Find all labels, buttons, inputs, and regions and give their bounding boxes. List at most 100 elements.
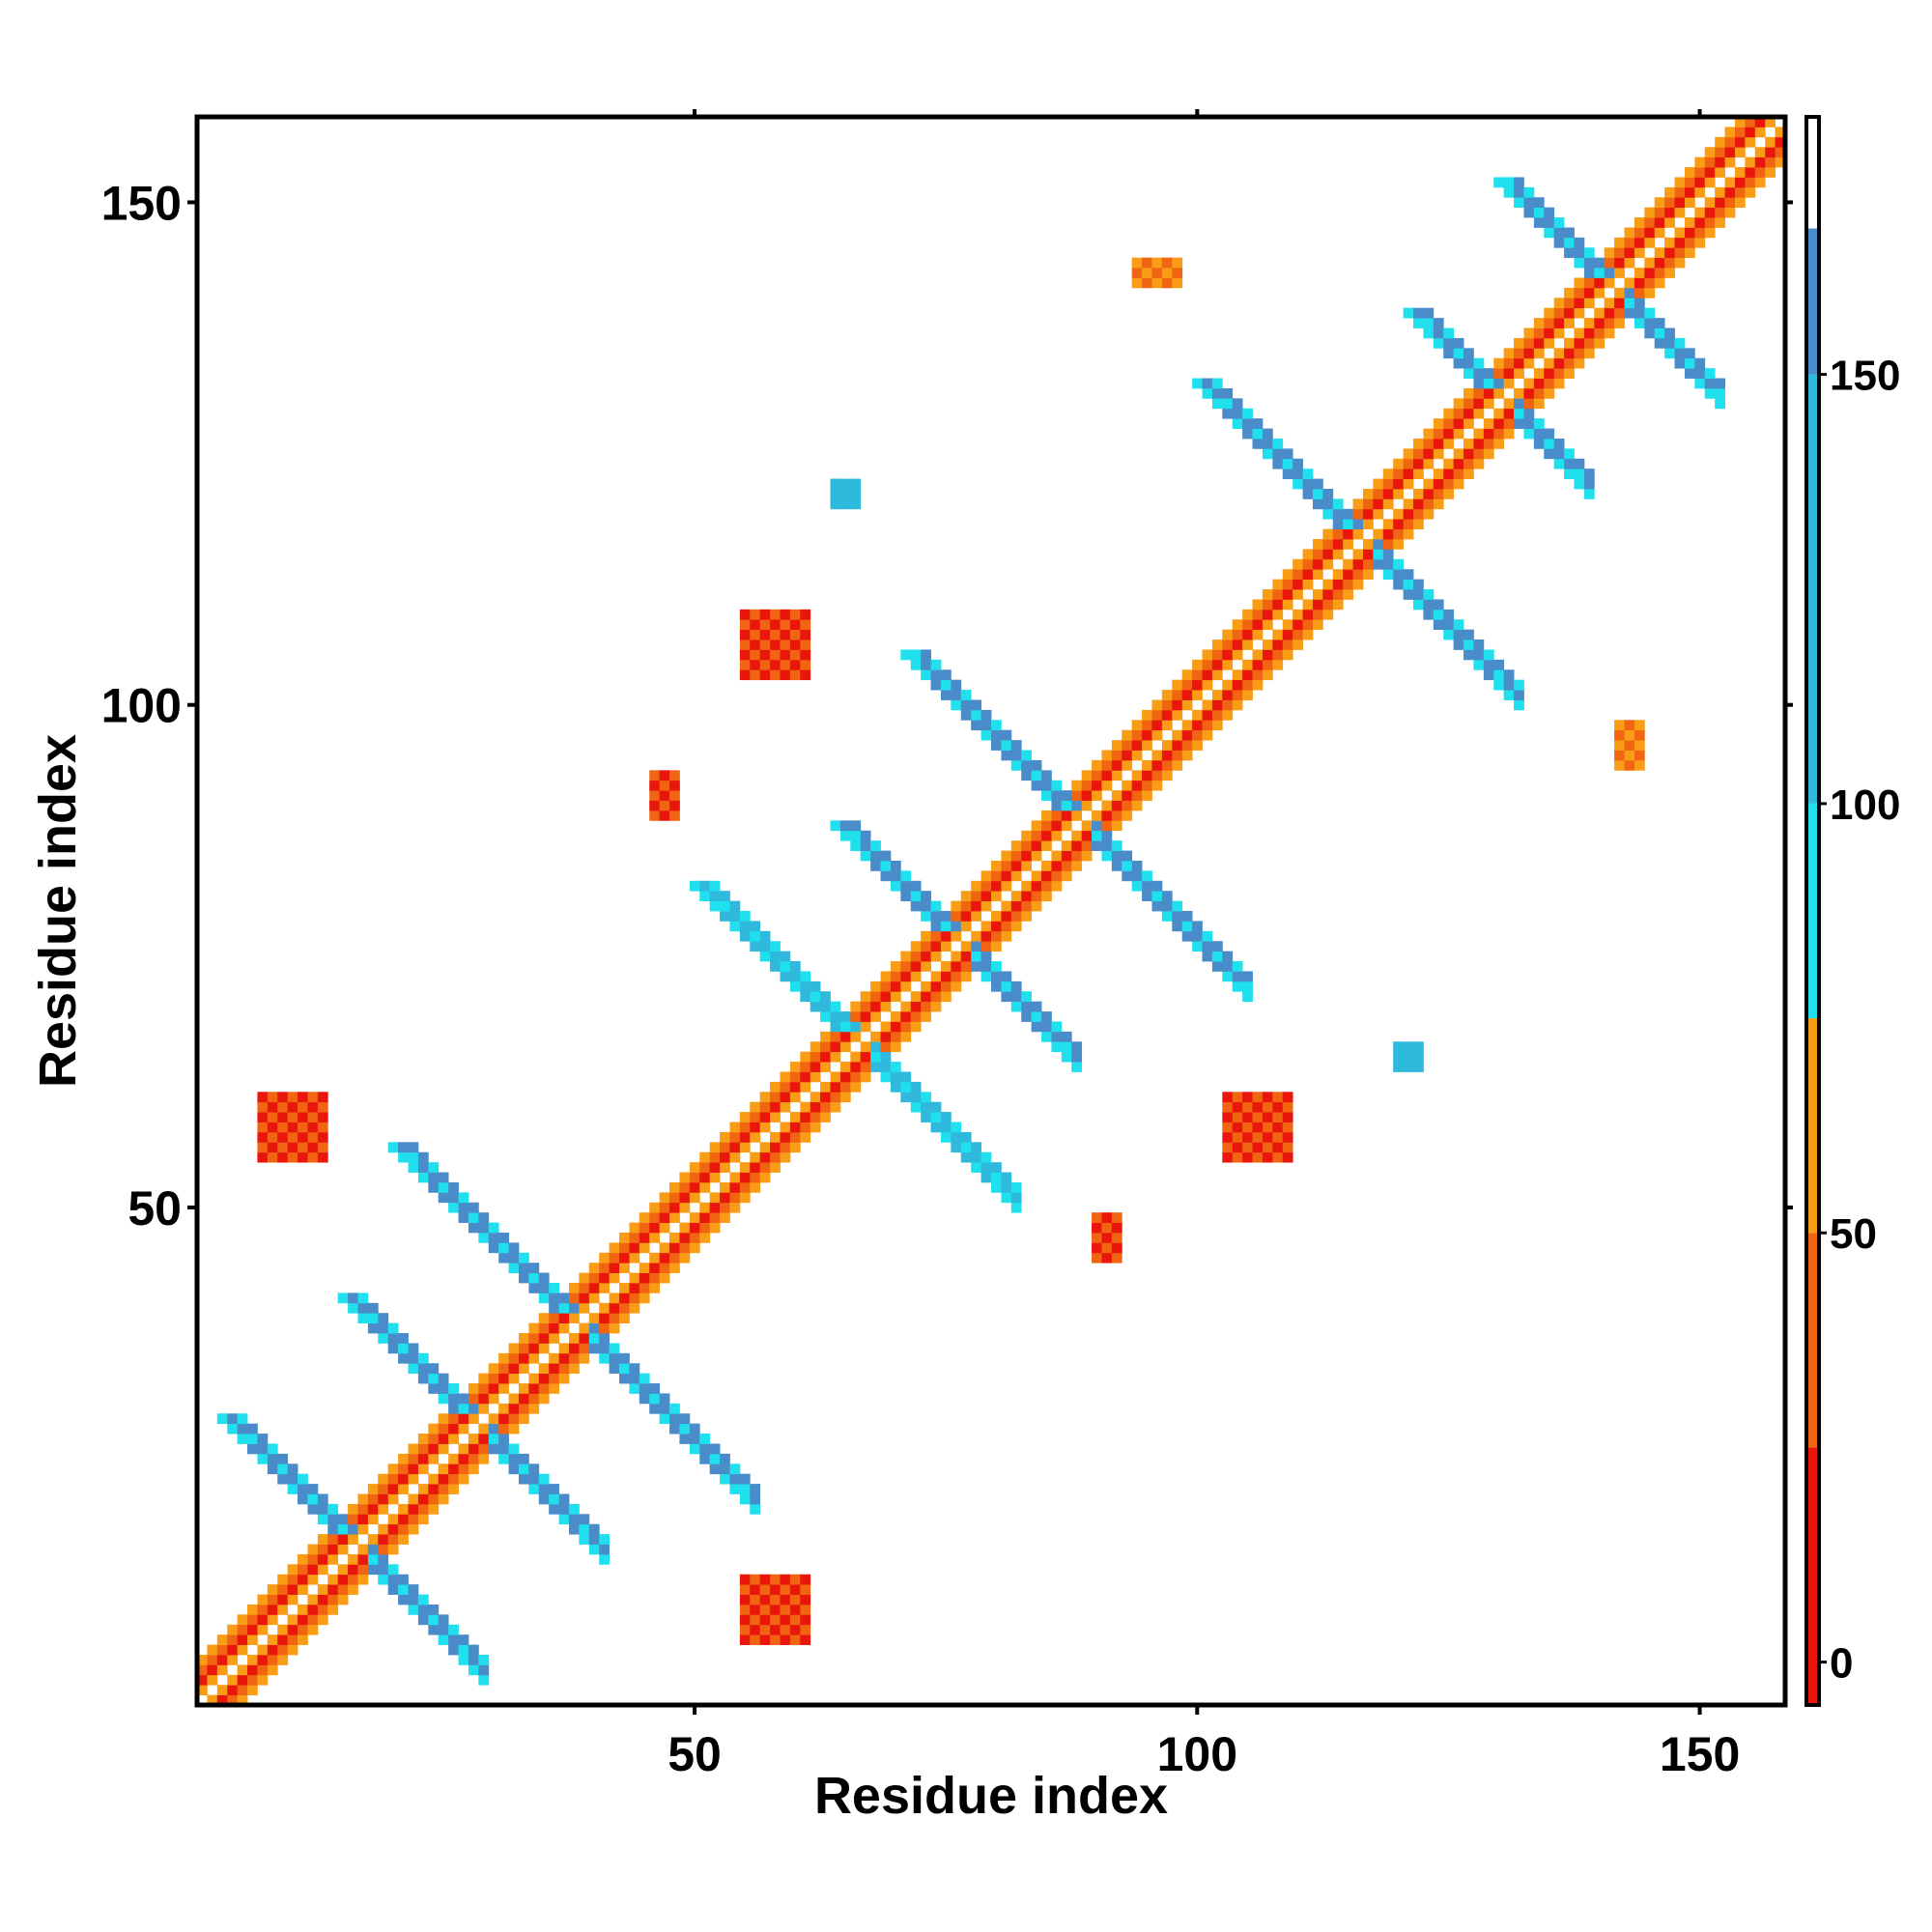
- heatmap-cell: [1131, 277, 1143, 289]
- heatmap-cell: [277, 1463, 289, 1475]
- heatmap-cell: [1413, 458, 1424, 469]
- heatmap-cell: [1533, 207, 1545, 218]
- heatmap-cell: [1503, 428, 1515, 440]
- heatmap-cell: [317, 1131, 328, 1143]
- heatmap-cell: [870, 1051, 881, 1063]
- heatmap-cell: [317, 1514, 328, 1525]
- heatmap-cell: [830, 820, 841, 832]
- heatmap-cell: [659, 1272, 670, 1284]
- heatmap-cell: [1614, 307, 1625, 319]
- heatmap-cell: [1514, 387, 1524, 399]
- heatmap-cell: [709, 900, 721, 912]
- heatmap-cell: [709, 1202, 721, 1213]
- heatmap-cell: [1232, 1112, 1243, 1122]
- heatmap-cell: [588, 1523, 600, 1535]
- heatmap-cell: [1564, 368, 1575, 379]
- heatmap-cell: [1544, 327, 1555, 339]
- heatmap-cell: [750, 1594, 761, 1605]
- heatmap-cell: [780, 971, 791, 982]
- heatmap-cell: [1232, 408, 1243, 419]
- heatmap-cell: [1453, 357, 1464, 369]
- heatmap-cell: [1754, 167, 1766, 178]
- heatmap-cell: [317, 1151, 328, 1163]
- heatmap-cell: [830, 1021, 841, 1033]
- heatmap-cell: [348, 1503, 358, 1515]
- heatmap-cell: [528, 1333, 540, 1344]
- heatmap-cell: [1624, 277, 1635, 289]
- heatmap-cell: [1574, 257, 1585, 269]
- heatmap-cell: [298, 1473, 308, 1485]
- heatmap-cell: [940, 971, 952, 982]
- heatmap-cell: [1433, 488, 1444, 499]
- heatmap-cell: [689, 1443, 700, 1455]
- heatmap-cell: [780, 659, 791, 670]
- heatmap-cell: [820, 991, 831, 1003]
- heatmap-cell: [1092, 840, 1102, 851]
- heatmap-cell: [1202, 649, 1213, 661]
- heatmap-cell: [820, 1031, 831, 1042]
- heatmap-cell: [1161, 750, 1173, 761]
- heatmap-cell: [980, 1162, 992, 1173]
- heatmap-cell: [1312, 619, 1323, 631]
- heatmap-cell: [367, 1322, 379, 1334]
- heatmap-cell: [508, 1242, 520, 1254]
- heatmap-cell: [277, 1453, 289, 1464]
- heatmap-cell: [1001, 740, 1012, 751]
- heatmap-cell: [699, 1212, 711, 1223]
- heatmap-cell: [800, 609, 811, 620]
- heatmap-cell: [1634, 217, 1645, 228]
- heatmap-cell: [729, 921, 741, 932]
- heatmap-cell: [1111, 1252, 1122, 1264]
- heatmap-cell: [659, 780, 670, 791]
- heatmap-cell: [739, 1493, 751, 1505]
- heatmap-cell: [1564, 348, 1575, 359]
- heatmap-cell: [568, 1514, 580, 1525]
- heatmap-cell: [378, 1493, 389, 1505]
- heatmap-cell: [770, 1584, 781, 1595]
- heatmap-cell: [458, 1202, 469, 1213]
- heatmap-cell: [1242, 1131, 1253, 1143]
- heatmap-cell: [1131, 800, 1143, 811]
- heatmap-cell: [1282, 1101, 1293, 1113]
- heatmap-cell: [1533, 418, 1545, 429]
- heatmap-cell: [478, 1453, 490, 1464]
- heatmap-cell: [800, 1071, 811, 1083]
- heatmap-cell: [1564, 287, 1575, 298]
- heatmap-cell: [498, 1434, 509, 1444]
- heatmap-cell: [1192, 679, 1203, 691]
- heatmap-cell: [1684, 186, 1695, 198]
- heatmap-cell: [1181, 690, 1193, 700]
- heatmap-cell: [1634, 740, 1645, 751]
- heatmap-cell: [1322, 488, 1334, 499]
- heatmap-cell: [1111, 800, 1122, 811]
- heatmap-cell: [1382, 539, 1394, 550]
- heatmap-cell: [1202, 951, 1213, 962]
- heatmap-cell: [659, 1413, 670, 1425]
- heatmap-cell: [1382, 488, 1394, 499]
- heatmap-cell: [1734, 197, 1746, 209]
- heatmap-cell: [1041, 860, 1052, 871]
- heatmap-cell: [1302, 549, 1314, 560]
- heatmap-cell: [1262, 1122, 1273, 1133]
- heatmap-cell: [1463, 408, 1474, 419]
- heatmap-cell: [237, 1624, 248, 1635]
- heatmap-cell: [1161, 759, 1173, 771]
- heatmap-cell: [1172, 679, 1183, 691]
- heatmap-cell: [679, 1202, 691, 1213]
- heatmap-cell: [1624, 307, 1635, 319]
- heatmap-cell: [1111, 770, 1122, 781]
- heatmap-cell: [1463, 348, 1474, 359]
- heatmap-cell: [839, 830, 851, 841]
- heatmap-cell: [1734, 136, 1746, 148]
- heatmap-cell: [739, 1614, 751, 1626]
- heatmap-cell: [417, 1162, 429, 1173]
- heatmap-cell: [1142, 277, 1152, 289]
- heatmap-cell: [1423, 438, 1435, 449]
- heatmap-cell: [1523, 418, 1535, 429]
- heatmap-cell: [789, 629, 801, 640]
- heatmap-cell: [398, 1142, 409, 1153]
- heatmap-cell: [1423, 589, 1435, 600]
- heatmap-cell: [839, 1092, 851, 1103]
- heatmap-cell: [720, 900, 730, 912]
- heatmap-cell: [247, 1614, 258, 1626]
